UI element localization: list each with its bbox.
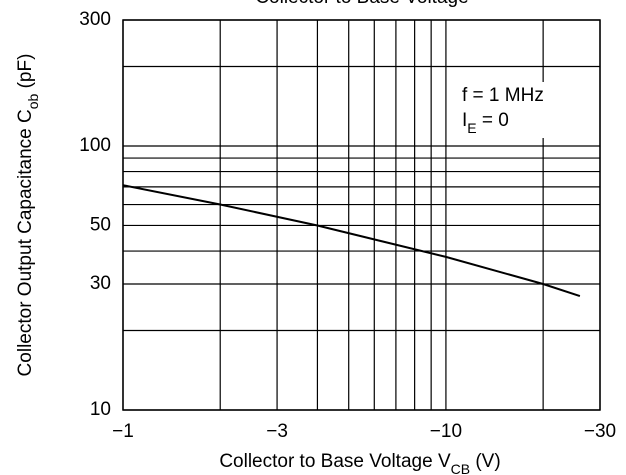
annotation-sub: E <box>467 120 476 136</box>
annotation-text: = 0 <box>477 110 509 131</box>
annotation: IE = 0 <box>462 110 509 136</box>
y-label-text: Collector Output Capacitance C <box>15 109 36 376</box>
y-tick-label: 50 <box>90 214 111 235</box>
x-tick-label: −3 <box>266 421 288 442</box>
y-tick-label: 100 <box>79 135 111 156</box>
chart-title: Collector to Base Voltage <box>255 0 468 8</box>
x-tick-label: −10 <box>430 421 462 442</box>
data-line <box>122 184 581 298</box>
y-label-sub: ob <box>25 93 41 109</box>
x-label-sub: CB <box>451 461 470 475</box>
annotation-text: I <box>462 110 467 131</box>
y-tick-label: 30 <box>90 273 111 294</box>
plot-frame <box>122 19 601 411</box>
y-tick-label: 300 <box>79 9 111 30</box>
y-axis-label: Collector Output Capacitance Cob (pF) <box>15 54 41 377</box>
x-label-text: Collector to Base Voltage V <box>219 451 451 472</box>
y-tick-label: 10 <box>90 399 111 420</box>
x-axis-label: Collector to Base Voltage VCB (V) <box>219 451 500 475</box>
y-label-unit: (pF) <box>15 54 36 94</box>
x-tick-label: −30 <box>584 421 616 442</box>
annotation-bg <box>456 82 586 138</box>
x-tick-label: −1 <box>112 421 134 442</box>
annotation: f = 1 MHz <box>462 85 544 106</box>
x-label-unit: (V) <box>470 451 501 472</box>
